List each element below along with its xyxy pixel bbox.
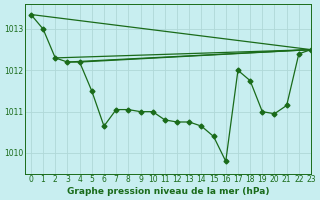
X-axis label: Graphe pression niveau de la mer (hPa): Graphe pression niveau de la mer (hPa) (67, 187, 269, 196)
